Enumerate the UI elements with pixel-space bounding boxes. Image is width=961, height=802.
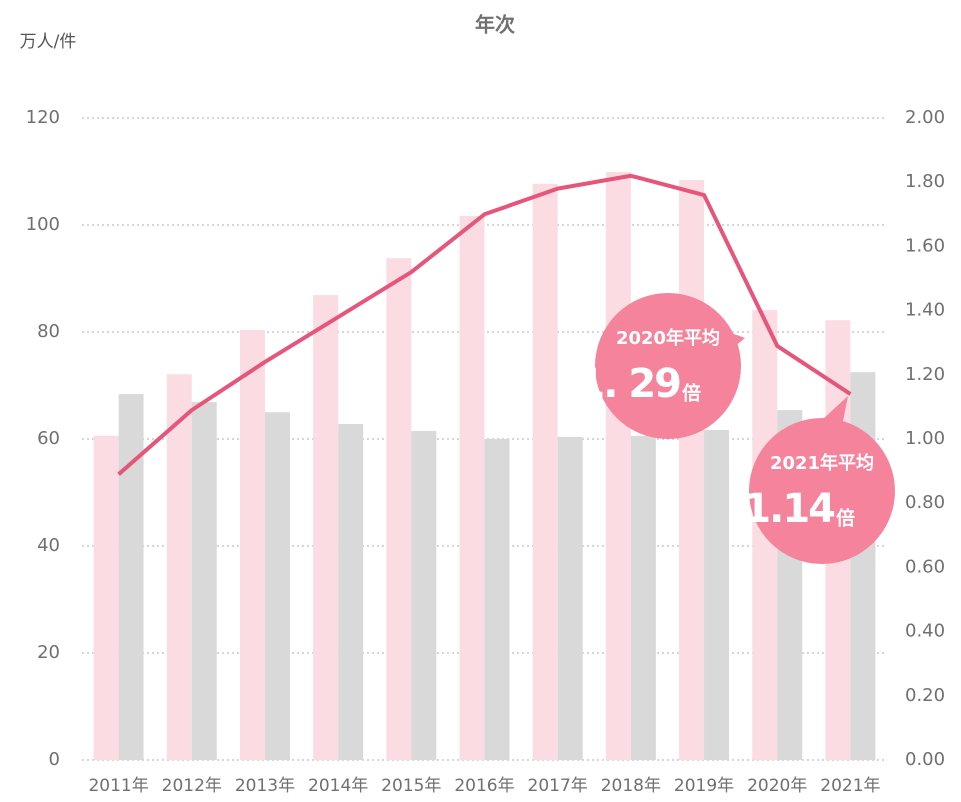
y2-tick-label: 0.20 bbox=[905, 685, 945, 706]
bar bbox=[630, 435, 656, 760]
x-tick-label: 2018年 bbox=[601, 776, 661, 796]
bar bbox=[239, 329, 265, 760]
x-tick-label: 2017年 bbox=[528, 776, 588, 796]
bar bbox=[264, 412, 290, 760]
callout: 2021年平均 1.14 倍 bbox=[743, 396, 895, 564]
bar bbox=[386, 258, 412, 760]
y-axis-label: 万人/件 bbox=[20, 32, 77, 52]
bar bbox=[557, 436, 583, 760]
chart-title: 年次 bbox=[475, 13, 515, 37]
bar bbox=[338, 424, 364, 760]
bar bbox=[166, 374, 192, 760]
bar bbox=[313, 295, 339, 760]
bar bbox=[605, 172, 631, 760]
bar bbox=[118, 394, 144, 760]
y-tick-label: 100 bbox=[26, 214, 60, 235]
bar bbox=[93, 435, 119, 760]
callout-title: 2020年平均 bbox=[616, 327, 720, 349]
x-tick-label: 2011年 bbox=[88, 776, 148, 796]
y2-tick-label: 1.60 bbox=[905, 235, 945, 256]
callout-suffix: 倍 bbox=[836, 507, 855, 530]
y2-tick-label: 2.00 bbox=[905, 107, 945, 128]
y2-tick-label: 1.80 bbox=[905, 171, 945, 192]
y-tick-label: 60 bbox=[37, 428, 60, 449]
y-tick-label: 120 bbox=[26, 107, 60, 128]
x-tick-label: 2014年 bbox=[308, 776, 368, 796]
y-tick-label: 0 bbox=[49, 749, 60, 770]
bar bbox=[704, 429, 730, 760]
callout-circle bbox=[595, 293, 741, 439]
bar bbox=[411, 430, 437, 760]
x-tick-label: 2020年 bbox=[747, 776, 807, 796]
x-tick-label: 2013年 bbox=[235, 776, 295, 796]
x-tick-label: 2021年 bbox=[820, 776, 880, 796]
y2-tick-label: 0.40 bbox=[905, 621, 945, 642]
callout-circle bbox=[749, 418, 895, 564]
y-tick-label: 20 bbox=[37, 642, 60, 663]
line bbox=[117, 173, 852, 476]
callout-value: 1. 29 bbox=[577, 361, 680, 407]
bar bbox=[484, 439, 510, 760]
x-tick-label: 2019年 bbox=[674, 776, 734, 796]
bar bbox=[459, 215, 485, 760]
y2-tick-label: 0.00 bbox=[905, 749, 945, 770]
bar bbox=[532, 183, 558, 760]
callout-value: 1.14 bbox=[743, 486, 834, 532]
bar bbox=[679, 180, 705, 760]
y-tick-label: 40 bbox=[37, 535, 60, 556]
y-tick-label: 80 bbox=[37, 321, 60, 342]
y2-tick-label: 0.80 bbox=[905, 492, 945, 513]
x-tick-label: 2015年 bbox=[381, 776, 441, 796]
y2-tick-label: 1.20 bbox=[905, 364, 945, 385]
callout-suffix: 倍 bbox=[682, 382, 701, 405]
y2-tick-label: 1.40 bbox=[905, 300, 945, 321]
callout: 2020年平均 1. 29 倍 bbox=[577, 293, 745, 439]
x-tick-label: 2016年 bbox=[454, 776, 514, 796]
y2-tick-label: 1.00 bbox=[905, 428, 945, 449]
x-tick-label: 2012年 bbox=[162, 776, 222, 796]
callout-title: 2021年平均 bbox=[770, 452, 874, 474]
y2-tick-label: 0.60 bbox=[905, 556, 945, 577]
bar bbox=[191, 402, 217, 760]
